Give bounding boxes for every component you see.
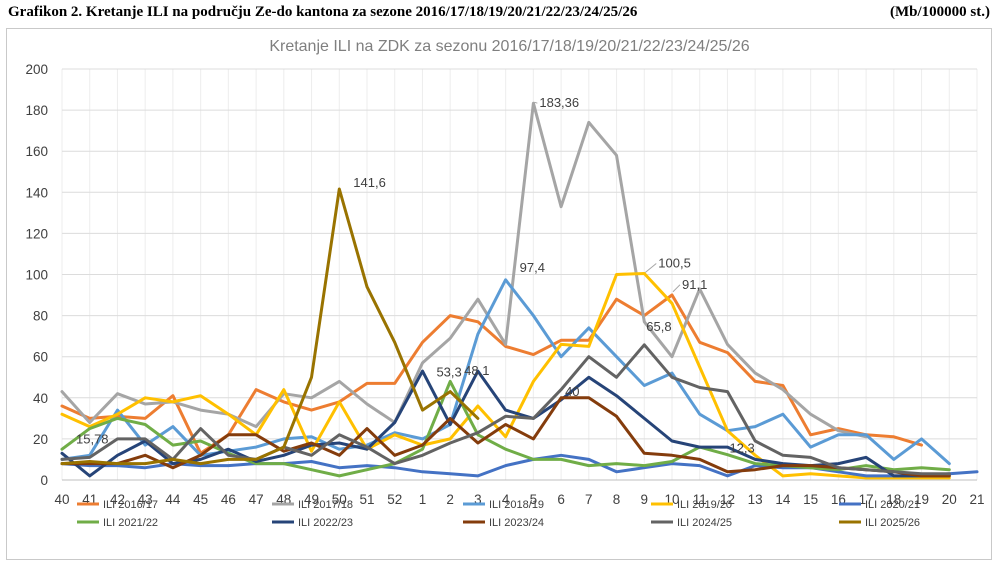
series-line-ili-2023-24 bbox=[60, 396, 951, 478]
y-tick-label: 20 bbox=[33, 432, 48, 447]
legend-label-ili-2016-17: ILI 2016/17 bbox=[103, 499, 158, 511]
x-tick-label: 9 bbox=[641, 492, 649, 507]
data-label: 12,3 bbox=[729, 441, 754, 456]
series-line-ili-2025-26 bbox=[60, 187, 480, 466]
data-label: 97,4 bbox=[520, 260, 545, 275]
data-label-leader bbox=[672, 284, 681, 293]
x-tick-label: 52 bbox=[387, 492, 402, 507]
x-tick-label: 7 bbox=[585, 492, 593, 507]
x-tick-label: 12 bbox=[720, 492, 735, 507]
series-line-ili-2016-17 bbox=[60, 293, 923, 455]
y-tick-label: 80 bbox=[33, 309, 48, 324]
x-tick-label: 8 bbox=[613, 492, 621, 507]
x-tick-label: 17 bbox=[859, 492, 874, 507]
x-tick-label: 40 bbox=[54, 492, 69, 507]
x-tick-label: 6 bbox=[557, 492, 565, 507]
chart-frame: Kretanje ILI na ZDK za sezonu 2016/17/18… bbox=[6, 28, 992, 560]
x-tick-label: 18 bbox=[886, 492, 901, 507]
legend-label-ili-2024-25: ILI 2024/25 bbox=[677, 517, 732, 529]
y-tick-label: 120 bbox=[25, 226, 48, 241]
line-chart: Kretanje ILI na ZDK za sezonu 2016/17/18… bbox=[25, 38, 984, 529]
x-tick-label: 5 bbox=[530, 492, 538, 507]
x-tick-label: 51 bbox=[359, 492, 374, 507]
x-tick-label: 42 bbox=[110, 492, 125, 507]
data-label-leader bbox=[534, 101, 538, 104]
legend-label-ili-2020-21: ILI 2020/21 bbox=[865, 499, 920, 511]
x-tick-label: 43 bbox=[138, 492, 153, 507]
data-label: 91,1 bbox=[682, 277, 707, 292]
x-tick-label: 49 bbox=[304, 492, 319, 507]
x-tick-label: 44 bbox=[165, 492, 181, 507]
x-tick-label: 47 bbox=[249, 492, 264, 507]
x-tick-label: 46 bbox=[221, 492, 236, 507]
legend-label-ili-2025-26: ILI 2025/26 bbox=[865, 517, 920, 529]
data-label: 40 bbox=[565, 384, 579, 399]
y-tick-label: 40 bbox=[33, 391, 48, 406]
x-tick-label: 1 bbox=[419, 492, 427, 507]
x-tick-label: 50 bbox=[332, 492, 347, 507]
data-label: 183,36 bbox=[539, 95, 579, 110]
series-line-ili-2017-18 bbox=[60, 101, 868, 439]
x-tick-label: 45 bbox=[193, 492, 208, 507]
figure-caption: Grafikon 2. Kretanje ILI na području Ze-… bbox=[8, 4, 638, 20]
legend-label-ili-2021-22: ILI 2021/22 bbox=[103, 517, 158, 529]
y-tick-label: 160 bbox=[25, 144, 48, 159]
legend-label-ili-2018-19: ILI 2018/19 bbox=[489, 499, 544, 511]
series-line-ili-2018-19 bbox=[60, 278, 951, 466]
x-tick-label: 3 bbox=[474, 492, 482, 507]
y-tick-label: 0 bbox=[40, 473, 48, 488]
x-tick-label: 13 bbox=[748, 492, 763, 507]
x-tick-label: 15 bbox=[803, 492, 818, 507]
y-tick-label: 200 bbox=[25, 62, 48, 77]
data-label: 100,5 bbox=[658, 255, 691, 270]
legend-label-ili-2019-20: ILI 2019/20 bbox=[677, 499, 732, 511]
data-label-leader bbox=[644, 263, 657, 273]
legend-label-ili-2017-18: ILI 2017/18 bbox=[298, 499, 353, 511]
data-label: 65,8 bbox=[646, 319, 671, 334]
x-tick-label: 4 bbox=[502, 492, 510, 507]
y-tick-label: 60 bbox=[33, 350, 48, 365]
x-tick-label: 11 bbox=[693, 492, 707, 507]
y-tick-label: 180 bbox=[25, 103, 48, 118]
data-label: 15,78 bbox=[76, 432, 109, 447]
x-tick-label: 14 bbox=[775, 492, 791, 507]
unit-label: (Mb/100000 st.) bbox=[890, 4, 990, 20]
x-tick-label: 21 bbox=[969, 492, 984, 507]
series-line-ili-2019-20 bbox=[60, 272, 951, 480]
y-tick-label: 100 bbox=[25, 268, 48, 283]
chart-title: Kretanje ILI na ZDK za sezonu 2016/17/18… bbox=[269, 38, 749, 55]
x-tick-label: 20 bbox=[942, 492, 957, 507]
data-label: 48,1 bbox=[464, 363, 489, 378]
legend-label-ili-2022-23: ILI 2022/23 bbox=[298, 517, 353, 529]
x-tick-label: 2 bbox=[446, 492, 454, 507]
data-label: 141,6 bbox=[353, 175, 386, 190]
series-line-ili-2024-25 bbox=[60, 343, 951, 476]
x-tick-label: 19 bbox=[914, 492, 929, 507]
legend-label-ili-2023-24: ILI 2023/24 bbox=[489, 517, 544, 529]
y-tick-label: 140 bbox=[25, 185, 48, 200]
data-label: 53,3 bbox=[436, 364, 461, 379]
